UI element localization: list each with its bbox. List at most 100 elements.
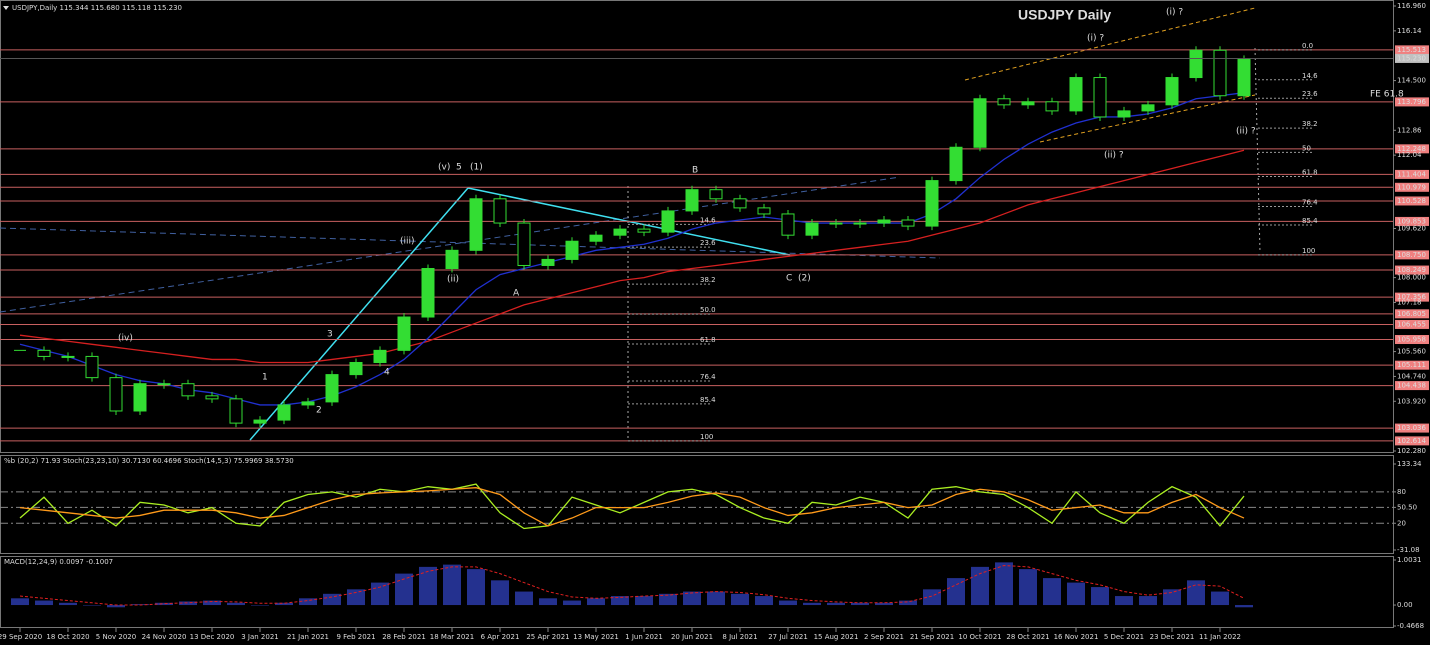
level-label: 111.404 [1397, 170, 1426, 178]
level-box [1395, 196, 1429, 206]
y-tick-label: 103.920 [1397, 397, 1426, 405]
y-tick-label: 0.00 [1397, 601, 1413, 609]
histogram-bar [827, 602, 845, 606]
x-tick-label: 28 Oct 2021 [1006, 633, 1049, 641]
macd-frame [0, 556, 1394, 628]
histogram-bar [347, 589, 365, 606]
fib-label: 50 [1302, 144, 1311, 152]
candle [373, 349, 387, 363]
level-label: 105.958 [1397, 336, 1426, 344]
candle [829, 222, 843, 225]
candle [277, 404, 291, 421]
y-tick-label: 114.500 [1397, 77, 1426, 85]
level-box [1395, 360, 1429, 370]
main-frame [0, 0, 1394, 453]
candle [253, 419, 267, 424]
histogram-bar [659, 593, 677, 606]
histogram-bar [539, 598, 557, 606]
level-label: 108.750 [1397, 251, 1426, 259]
x-tick-label: 10 Oct 2021 [958, 633, 1001, 641]
histogram-bar [515, 591, 533, 606]
level-box [1395, 144, 1429, 154]
level-label: 106.455 [1397, 320, 1426, 328]
candle [37, 349, 51, 357]
candle [997, 98, 1011, 106]
level-box [1395, 292, 1429, 302]
trend-line [0, 176, 901, 313]
candle [1117, 110, 1131, 118]
stoch-title: %b (20,2) 71.93 Stoch(23,23,10) 30.7130 … [4, 457, 294, 465]
y-tick-label: 116.14 [1397, 27, 1422, 35]
stoch-frame [0, 455, 1394, 554]
fib-label: 76.4 [700, 373, 716, 381]
y-tick-label: 104.740 [1397, 372, 1426, 380]
y-tick-label: 116.960 [1397, 2, 1426, 10]
level-label: 107.356 [1397, 293, 1426, 301]
wave-label: 2 [316, 406, 322, 416]
histogram-bar [1067, 582, 1085, 606]
y-tick-label: 112.04 [1397, 151, 1422, 159]
moving-average [19, 92, 1245, 406]
histogram-bar [275, 602, 293, 606]
wave-label: (ii) [447, 275, 459, 285]
level-label: 102.614 [1397, 437, 1426, 445]
x-tick-label: 1 Jun 2021 [625, 633, 663, 641]
candle [949, 146, 963, 182]
x-tick-label: 15 Aug 2021 [814, 633, 859, 641]
histogram-bar [1043, 578, 1061, 606]
fib-label: 23.6 [700, 239, 716, 247]
candle [613, 228, 627, 236]
fib-label: 100 [700, 433, 713, 441]
fib-label: 85.4 [1302, 217, 1318, 225]
histogram-bar [1115, 596, 1133, 606]
candle [1141, 104, 1155, 112]
histogram-bar [179, 601, 197, 606]
candle [805, 222, 819, 236]
wave-label: (v) [438, 163, 450, 173]
fib-label: 23.6 [1302, 90, 1318, 98]
histogram-bar [419, 566, 437, 606]
fib-label: 38.2 [1302, 120, 1318, 128]
header: USDJPY,Daily 115.344 115.680 115.118 115… [12, 4, 182, 12]
candle [1069, 77, 1083, 112]
x-tick-label: 25 Apr 2021 [526, 633, 569, 641]
y-tick-label: 107.18 [1397, 298, 1422, 306]
x-tick-label: 13 Dec 2020 [190, 633, 235, 641]
level-box [1395, 169, 1429, 179]
x-tick-label: 24 Nov 2020 [142, 633, 187, 641]
last-price-label: 115.230 [1397, 54, 1426, 62]
candle [325, 374, 339, 403]
channel-line [1039, 94, 1256, 143]
candle [901, 219, 915, 227]
histogram-bar [1139, 596, 1157, 606]
fib-label: 61.8 [700, 336, 716, 344]
header-icon [3, 6, 9, 10]
y-tick-label: 105.560 [1397, 348, 1426, 356]
candle [205, 395, 219, 400]
candle [301, 401, 315, 406]
histogram-bar [371, 582, 389, 606]
wave-label: (i) ? [1087, 34, 1104, 44]
fib-label: 38.2 [700, 276, 716, 284]
signal-line [19, 565, 1245, 606]
wave-label: 5 [456, 163, 462, 173]
x-tick-label: 18 Mar 2021 [430, 633, 474, 641]
x-tick-label: 27 Jul 2021 [768, 633, 808, 641]
x-tick-label: 21 Sep 2021 [910, 633, 954, 641]
histogram-bar [1187, 580, 1205, 606]
wave-label: 4 [384, 368, 390, 378]
wave-label: B [692, 166, 698, 176]
wave-label: (iv) [118, 334, 133, 344]
x-tick-label: 28 Feb 2021 [382, 633, 426, 641]
level-box [1395, 97, 1429, 107]
candle [1213, 49, 1227, 97]
level-label: 110.528 [1397, 197, 1426, 205]
histogram-bar [851, 602, 869, 606]
fib-label: 0.0 [1302, 42, 1313, 50]
x-tick-label: 5 Dec 2021 [1104, 633, 1144, 641]
level-box [1395, 436, 1429, 446]
candle [565, 240, 579, 260]
candle [1093, 77, 1107, 118]
wave-label: (2) [798, 274, 811, 284]
candle [469, 198, 483, 251]
